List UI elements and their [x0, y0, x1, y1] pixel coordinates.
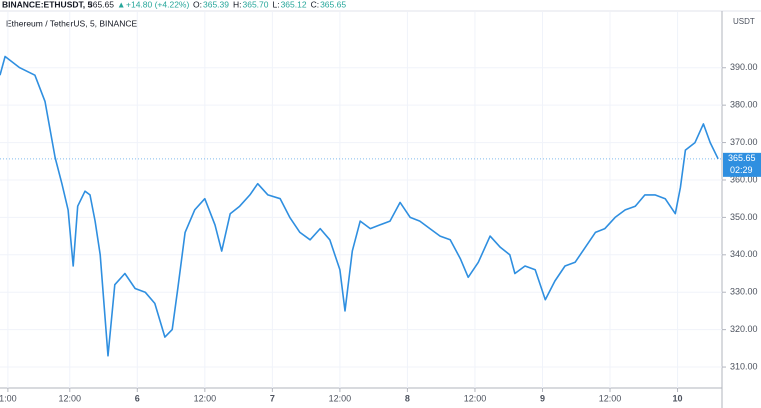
y-tick-label: 350.00: [730, 212, 758, 222]
y-tick-label: 380.00: [730, 100, 758, 110]
header-price: 365.65: [88, 0, 114, 9]
x-tick-label: 10: [673, 393, 683, 403]
countdown: 02:29: [730, 165, 753, 175]
x-tick-label: 12:00: [329, 393, 352, 403]
ohlc-value: 365.65: [320, 0, 346, 9]
ohlc-value: 365.70: [242, 0, 268, 9]
symbol: BINANCE:ETHUSDT, 5: [2, 0, 92, 9]
price-line: [0, 55, 719, 357]
ohlc-label: O:: [193, 0, 202, 9]
x-tick-label: 7: [270, 393, 275, 403]
x-tick-label: 6: [135, 393, 140, 403]
y-tick-label: 390.00: [730, 62, 758, 72]
up-arrow: ▲: [117, 0, 125, 9]
y-tick-label: 340.00: [730, 249, 758, 259]
x-tick-label: 12:00: [599, 393, 622, 403]
ohlc-value: 365.12: [281, 0, 307, 9]
currency: USDT: [733, 17, 755, 26]
ohlc: O: 365.39 H: 365.70 L: 365.12 C: 365.65: [193, 0, 346, 9]
x-tick-label: 12:00: [464, 393, 487, 403]
x-tick-label: 9: [540, 393, 545, 403]
legend: Ethereum / TetherUS, 5, BINANCE: [6, 18, 138, 28]
y-tick-label: 310.00: [730, 361, 758, 371]
x-tick-label: 12:00: [194, 393, 217, 403]
ohlc-label: C:: [311, 0, 320, 9]
last-price-box: [723, 152, 761, 177]
x-tick-label: 12:00: [59, 393, 82, 403]
x-tick-label: 8: [405, 393, 410, 403]
ohlc-value: 365.39: [203, 0, 229, 9]
ohlc-label: H:: [233, 0, 242, 9]
y-tick-label: 370.00: [730, 137, 758, 147]
change: +14.80 (+4.22%): [126, 0, 189, 9]
y-tick-label: 320.00: [730, 324, 758, 334]
y-tick-label: 360.00: [730, 174, 758, 184]
ohlc-label: L:: [272, 0, 279, 9]
y-tick-label: 330.00: [730, 287, 758, 297]
x-tick-label: 1:00: [0, 393, 17, 403]
last-price-label: 365.65: [728, 153, 756, 163]
